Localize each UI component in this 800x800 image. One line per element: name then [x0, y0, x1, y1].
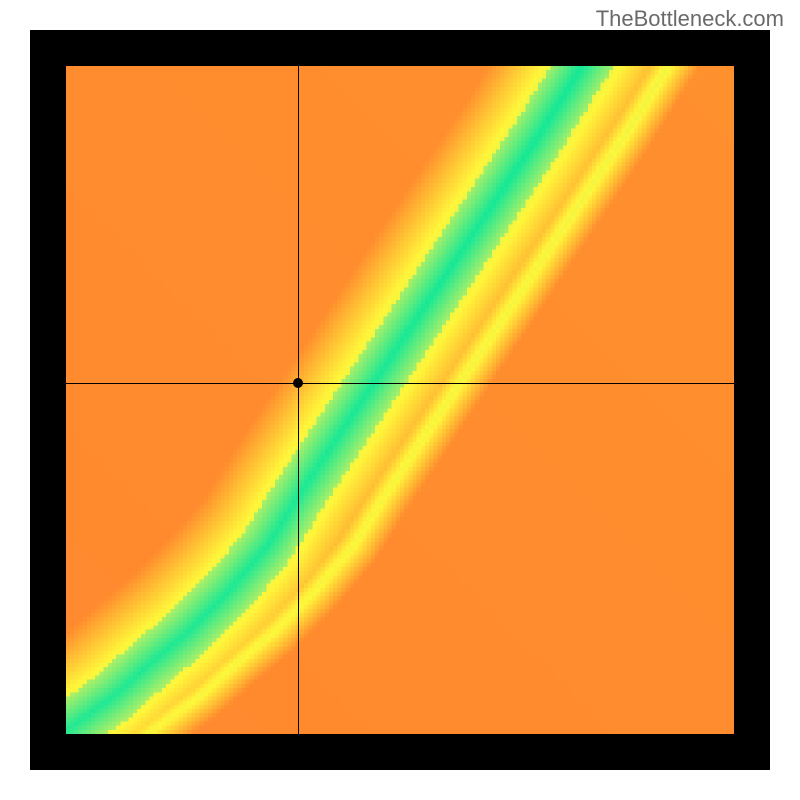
crosshair-horizontal — [66, 383, 734, 384]
watermark-text: TheBottleneck.com — [596, 6, 784, 32]
crosshair-vertical — [298, 66, 299, 734]
crosshair-marker — [293, 378, 303, 388]
heatmap-canvas — [66, 66, 734, 734]
